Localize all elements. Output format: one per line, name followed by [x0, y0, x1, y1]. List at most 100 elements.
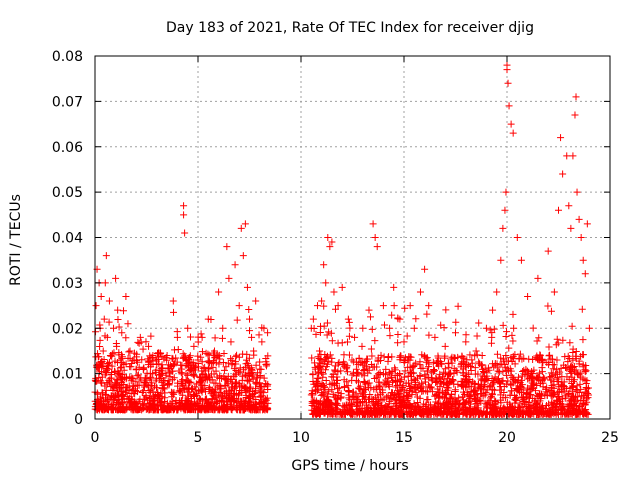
band-point — [183, 360, 191, 368]
band-point — [569, 382, 577, 390]
band-point — [373, 398, 381, 406]
band-point — [227, 355, 235, 363]
band-point — [387, 410, 395, 418]
data-point — [225, 274, 233, 282]
band-point — [323, 319, 331, 327]
band-point — [210, 379, 218, 387]
band-point — [414, 398, 422, 406]
band-point — [145, 387, 153, 395]
band-point — [411, 376, 419, 384]
band-point — [368, 399, 376, 407]
band-point — [246, 394, 254, 402]
band-point — [321, 385, 329, 393]
band-point — [443, 375, 451, 383]
band-point — [233, 406, 241, 414]
data-point — [373, 243, 381, 251]
band-point — [530, 366, 538, 374]
data-point — [351, 333, 359, 341]
band-point — [548, 382, 556, 390]
band-point — [460, 355, 468, 363]
band-point — [401, 354, 409, 362]
band-point — [358, 342, 366, 350]
band-point — [392, 396, 400, 404]
band-point — [179, 350, 187, 358]
band-point — [390, 302, 398, 310]
band-point — [476, 360, 484, 368]
band-point — [178, 396, 186, 404]
band-point — [233, 316, 241, 324]
band-point — [203, 403, 211, 411]
band-point — [525, 399, 533, 407]
band-point — [481, 391, 489, 399]
band-point — [166, 373, 174, 381]
band-point — [252, 396, 260, 404]
data-point — [122, 292, 130, 300]
band-point — [509, 337, 517, 345]
band-point — [578, 305, 586, 313]
band-point — [376, 371, 384, 379]
band-point — [382, 365, 390, 373]
band-point — [170, 346, 178, 354]
band-point — [497, 391, 505, 399]
band-point — [494, 367, 502, 375]
band-point — [252, 361, 260, 369]
band-point — [175, 387, 183, 395]
band-point — [547, 307, 555, 315]
data-point — [181, 229, 189, 237]
data-point — [550, 288, 558, 296]
band-point — [517, 389, 525, 397]
data-point — [396, 315, 404, 323]
data-point — [431, 333, 439, 341]
band-point — [538, 376, 546, 384]
band-point — [96, 404, 104, 412]
band-point — [565, 355, 573, 363]
band-point — [216, 374, 224, 382]
y-tick-label: 0.02 — [52, 321, 83, 337]
band-point — [195, 373, 203, 381]
band-point — [413, 408, 421, 416]
band-point — [117, 351, 125, 359]
band-point — [566, 406, 574, 414]
band-point — [421, 353, 429, 361]
data-point — [103, 365, 111, 373]
band-point — [352, 365, 360, 373]
data-point — [410, 324, 418, 332]
band-point — [353, 372, 361, 380]
data-point — [344, 315, 352, 323]
data-point — [386, 324, 394, 332]
band-point — [235, 353, 243, 361]
band-point — [471, 386, 479, 394]
band-point — [455, 410, 463, 418]
band-point — [150, 382, 158, 390]
data-point — [235, 302, 243, 310]
band-point — [264, 329, 272, 337]
band-point — [224, 359, 232, 367]
band-point — [160, 385, 168, 393]
band-point — [503, 328, 511, 336]
band-point — [394, 331, 402, 339]
band-point — [134, 338, 142, 346]
band-point — [447, 409, 455, 417]
band-point — [316, 328, 324, 336]
band-point — [219, 358, 227, 366]
band-point — [577, 385, 585, 393]
band-point — [370, 363, 378, 371]
band-point — [442, 306, 450, 314]
band-point — [486, 397, 494, 405]
band-point — [471, 364, 479, 372]
band-point — [582, 388, 590, 396]
band-point — [401, 367, 409, 375]
band-point — [546, 351, 554, 359]
band-point — [329, 373, 337, 381]
band-point — [127, 405, 135, 413]
band-point — [511, 377, 519, 385]
data-point — [118, 329, 126, 337]
band-point — [214, 398, 222, 406]
band-point — [415, 381, 423, 389]
band-point — [358, 390, 366, 398]
band-point — [529, 384, 537, 392]
band-point — [563, 409, 571, 417]
band-point — [545, 387, 553, 395]
band-point — [310, 402, 318, 410]
band-point — [383, 402, 391, 410]
